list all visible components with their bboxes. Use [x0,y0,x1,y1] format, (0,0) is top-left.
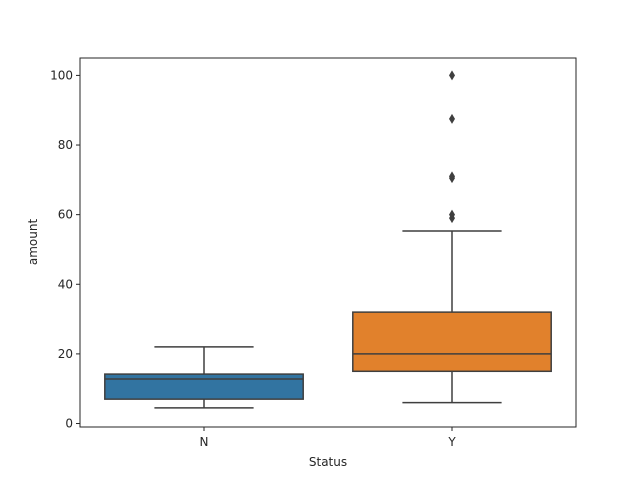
y-tick-label: 100 [50,68,73,82]
x-tick-label: N [200,435,209,449]
y-tick-label: 40 [58,277,73,291]
y-tick-label: 60 [58,208,73,222]
outlier-point [449,113,455,124]
box-iqr [352,311,552,373]
outlier-point [449,209,455,220]
x-tick-label: Y [447,435,456,449]
y-axis: 0 20 40 60 80 100 [50,68,80,431]
box-group-Y [352,70,552,404]
outlier-point [449,171,455,182]
x-axis-label: Status [309,455,347,469]
box-group-N [104,346,304,409]
plot-area [104,70,552,409]
y-tick-label: 0 [65,417,73,431]
plot-frame [79,57,577,428]
y-tick-label: 80 [58,138,73,152]
outlier-point [449,70,455,81]
box-iqr [104,373,304,400]
y-tick-label: 20 [58,347,73,361]
y-axis-label: amount [26,219,40,266]
